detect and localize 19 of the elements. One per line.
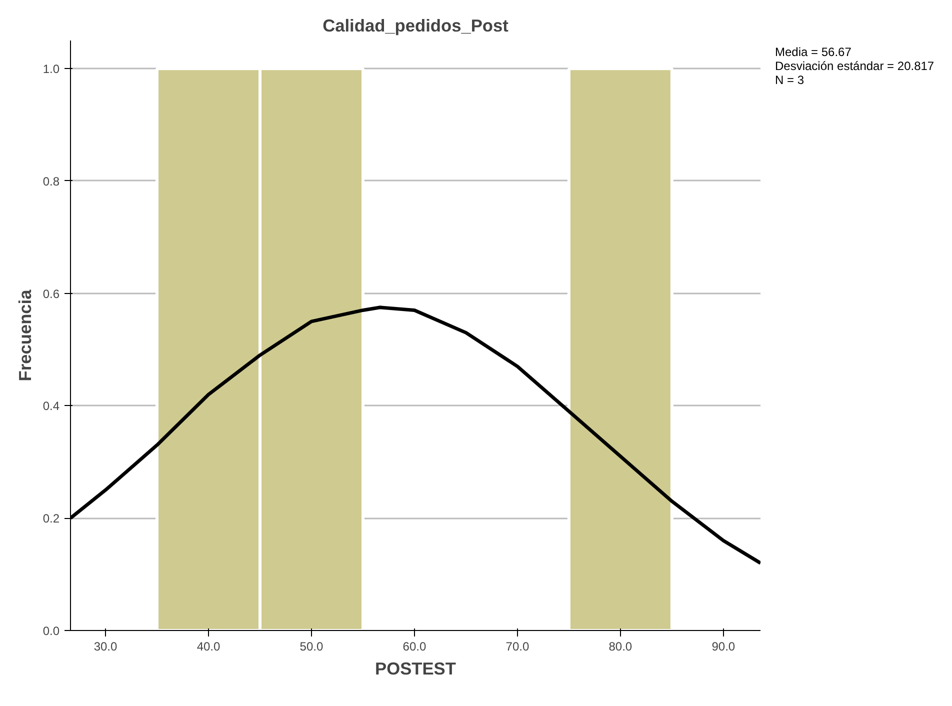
- y-axis-title: Frecuencia: [14, 289, 35, 382]
- chart-title: Calidad_pedidos_Post: [322, 16, 509, 36]
- x-tick-label: 70.0: [506, 640, 530, 654]
- text: N = 3: [775, 73, 804, 87]
- x-tick-label: 60.0: [402, 640, 426, 654]
- x-tick-label: 50.0: [300, 640, 324, 654]
- y-tick-label: 0.0: [42, 624, 60, 638]
- text: Desviación estándar = 20.817: [775, 59, 934, 73]
- y-tick-label: 0.2: [42, 512, 60, 526]
- y-tick-label: 0.6: [42, 286, 60, 301]
- y-tick-label: 0.4: [42, 399, 60, 414]
- x-tick-label: 80.0: [608, 640, 632, 654]
- x-tick-label: 40.0: [196, 640, 221, 654]
- text: Media = 56.67: [775, 45, 852, 59]
- y-tick-label: 1.0: [42, 62, 60, 76]
- y-tick-label: 0.8: [42, 174, 60, 188]
- x-tick-label: 30.0: [94, 640, 118, 654]
- x-tick-label: 90.0: [712, 640, 736, 654]
- x-axis-title: POSTEST: [375, 658, 456, 678]
